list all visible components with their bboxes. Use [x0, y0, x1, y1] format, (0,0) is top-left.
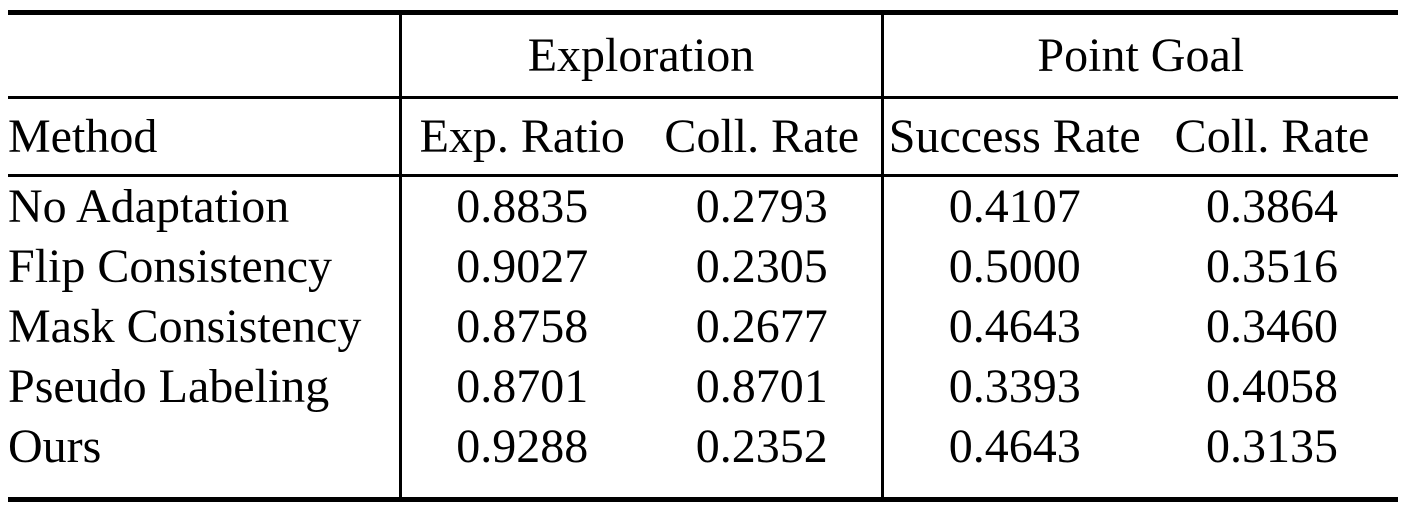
column-header-coll-rate-point-goal: Coll. Rate — [1146, 97, 1399, 177]
value-cell: 0.3460 — [1206, 300, 1338, 353]
value-cell: 0.9027 — [398, 237, 643, 297]
value-cell: 0.2793 — [695, 180, 828, 233]
value-cell: 0.8835 — [398, 175, 643, 237]
value-cell: 0.8701 — [398, 357, 643, 417]
group-header-row: Exploration Point Goal — [8, 12, 1399, 99]
method-cell: Pseudo Labeling — [8, 360, 330, 413]
group-header-empty — [8, 12, 400, 99]
table-row: Mask Consistency 0.8758 0.2677 0.4643 0.… — [8, 297, 1398, 357]
value-cell: 0.2352 — [695, 420, 828, 473]
value-cell: 0.8701 — [695, 360, 828, 413]
group-header-point-goal: Point Goal — [880, 12, 1399, 99]
value-cell: 0.4058 — [1206, 360, 1338, 413]
value-cell: 0.2677 — [695, 300, 828, 353]
value-cell: 0.3516 — [1206, 240, 1338, 293]
value-cell: 0.8758 — [398, 297, 643, 357]
table-row: No Adaptation 0.8835 0.2793 0.4107 0.386… — [8, 175, 1398, 237]
column-header-exp-ratio: Exp. Ratio — [398, 97, 643, 177]
value-cell: 0.5000 — [880, 237, 1146, 297]
value-cell: 0.9288 — [398, 417, 643, 500]
column-header-success-rate: Success Rate — [880, 97, 1146, 177]
method-cell: Flip Consistency — [8, 240, 333, 293]
value-cell: 0.3864 — [1206, 180, 1338, 233]
value-cell: 0.3393 — [880, 357, 1146, 417]
method-cell: No Adaptation — [8, 180, 290, 233]
table-row: Ours 0.9288 0.2352 0.4643 0.3135 — [8, 417, 1398, 500]
value-cell: 0.4643 — [880, 297, 1146, 357]
method-cell: Ours — [8, 420, 102, 473]
group-header-exploration: Exploration — [398, 12, 882, 99]
column-header-method: Method — [8, 97, 400, 177]
value-cell: 0.4107 — [880, 175, 1146, 237]
results-table: Exploration Point Goal Method Exp. Ratio… — [8, 10, 1399, 502]
column-header-coll-rate-exploration: Coll. Rate — [643, 97, 882, 177]
method-cell: Mask Consistency — [8, 300, 362, 353]
column-header-row: Method Exp. Ratio Coll. Rate Success Rat… — [8, 97, 1399, 177]
table-row: Pseudo Labeling 0.8701 0.8701 0.3393 0.4… — [8, 357, 1398, 417]
table-row: Flip Consistency 0.9027 0.2305 0.5000 0.… — [8, 237, 1398, 297]
value-cell: 0.2305 — [695, 240, 828, 293]
value-cell: 0.3135 — [1206, 420, 1338, 473]
value-cell: 0.4643 — [880, 417, 1146, 500]
